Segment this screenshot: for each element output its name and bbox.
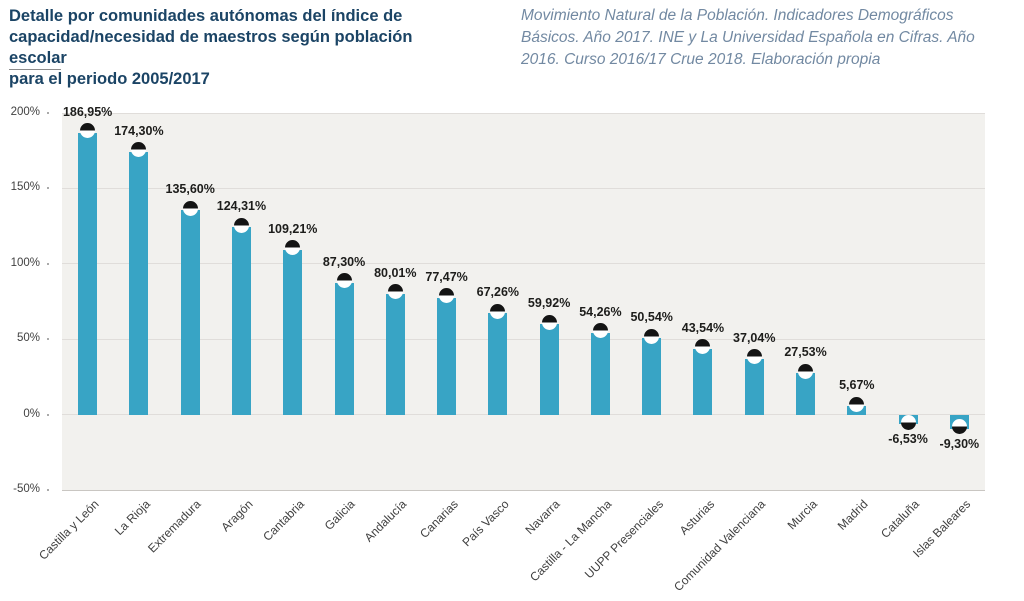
chart-title-line-1: Detalle por comunidades autónomas del ín… — [9, 7, 403, 25]
value-label: -6,53% — [888, 432, 928, 447]
bar-marker-icon — [798, 363, 814, 379]
chart-source-line-3: 2016. Curso 2016/17 Crue 2018. Elaboraci… — [521, 51, 881, 68]
bar — [129, 151, 149, 415]
value-label: -9,30% — [939, 436, 980, 451]
bar-marker-icon — [233, 217, 249, 233]
bar — [796, 373, 816, 415]
y-axis-tick-mark — [47, 187, 49, 190]
x-axis-label-text: Comunidad Valenciana — [671, 497, 769, 595]
bar — [590, 332, 610, 415]
y-gridline — [62, 187, 985, 189]
y-gridline — [62, 112, 985, 114]
bar-marker-icon — [182, 200, 198, 216]
value-label: 67,26% — [476, 285, 520, 300]
bar — [180, 210, 200, 415]
y-gridline — [62, 414, 985, 416]
bar-marker-icon — [746, 349, 762, 365]
bar-marker-icon — [951, 419, 967, 435]
x-axis-label-text: Murcia — [784, 497, 820, 533]
bar-marker-icon — [541, 314, 557, 330]
value-label: 124,31% — [216, 199, 267, 214]
bar-marker-icon — [490, 303, 506, 319]
value-label: 43,54% — [681, 320, 725, 335]
value-label: 77,47% — [425, 269, 468, 284]
bar — [437, 297, 457, 415]
bar — [283, 249, 303, 415]
y-axis-tick-label: 100% — [10, 256, 40, 269]
bar-marker-icon — [439, 288, 455, 304]
y-axis-tick-mark — [47, 338, 49, 341]
bar-marker-icon — [80, 123, 96, 139]
bar-marker-icon — [285, 240, 301, 256]
y-axis-tick-mark — [47, 413, 49, 416]
bar — [334, 282, 354, 415]
x-axis-label-text: Canarias — [416, 497, 461, 541]
bar-marker-icon — [336, 273, 352, 289]
chart-title-line-3: para el periodo 2005/2017 — [9, 70, 210, 88]
y-axis-tick-label: 0% — [23, 407, 40, 420]
y-axis-tick-mark — [47, 262, 49, 265]
y-gridline — [62, 489, 985, 491]
value-label: 37,04% — [733, 330, 776, 345]
value-label: 186,95% — [62, 104, 113, 119]
x-axis-label-text: La Rioja — [111, 497, 153, 539]
bar-marker-icon — [849, 396, 865, 412]
bar — [488, 313, 508, 415]
bar — [385, 293, 405, 415]
value-label: 27,53% — [784, 345, 827, 360]
bar-marker-icon — [131, 142, 147, 158]
y-gridline — [62, 263, 985, 265]
chart-title-line-2: capacidad/necesidad de maestros según po… — [9, 28, 413, 67]
bar-marker-icon — [644, 328, 660, 344]
x-axis-label-text: Cataluña — [878, 497, 922, 541]
y-axis-tick-mark — [47, 112, 49, 114]
chart-source-note: Movimiento Natural de la Población. Indi… — [521, 5, 1007, 71]
x-axis-label-text: Castilla y León — [35, 497, 102, 563]
bar-marker-icon — [900, 414, 916, 430]
y-gridline — [62, 338, 985, 340]
chart-source-line-1: Movimiento Natural de la Población. Indi… — [521, 7, 954, 24]
value-label: 109,21% — [268, 221, 318, 236]
value-label: 5,67% — [839, 378, 875, 393]
y-axis-tick-label: 50% — [16, 332, 40, 345]
x-axis-label-text: País Vasco — [459, 497, 512, 550]
x-axis-label-text: Navarra — [522, 497, 564, 538]
y-axis-tick-mark — [47, 489, 49, 491]
bar — [78, 132, 98, 415]
bar — [693, 348, 713, 415]
chart-title: Detalle por comunidades autónomas del ín… — [9, 6, 471, 90]
x-axis-label-text: Extremadura — [145, 497, 205, 556]
value-label: 135,60% — [165, 182, 215, 197]
x-axis-label-text: Galicia — [322, 497, 358, 533]
plot-area — [62, 113, 985, 490]
bar — [744, 358, 764, 415]
value-label: 59,92% — [527, 296, 571, 311]
value-label: 54,26% — [579, 304, 622, 319]
value-label: 87,30% — [322, 254, 366, 269]
bar-marker-icon — [695, 339, 711, 355]
y-axis-tick-label: 200% — [10, 106, 40, 118]
x-axis-label-text: Cantabria — [259, 497, 307, 544]
bar — [231, 227, 251, 415]
x-axis-label-text: Andalucía — [361, 497, 410, 545]
title-divider — [9, 69, 61, 70]
value-label: 50,54% — [630, 310, 673, 325]
x-axis-label-text: Madrid — [834, 497, 871, 533]
x-axis-label-text: Asturias — [676, 497, 717, 538]
bar — [642, 338, 662, 415]
chart-source-line-2: Básicos. Año 2017. INE y La Universidad … — [521, 29, 975, 46]
bar-marker-icon — [387, 284, 403, 300]
x-axis-label-text: Aragón — [218, 497, 256, 535]
bar — [539, 324, 559, 415]
bar-marker-icon — [592, 323, 608, 339]
value-label: 80,01% — [374, 265, 417, 280]
y-axis-tick-label: -50% — [13, 483, 40, 495]
value-label: 174,30% — [114, 123, 164, 138]
y-axis-tick-label: 150% — [10, 181, 40, 194]
